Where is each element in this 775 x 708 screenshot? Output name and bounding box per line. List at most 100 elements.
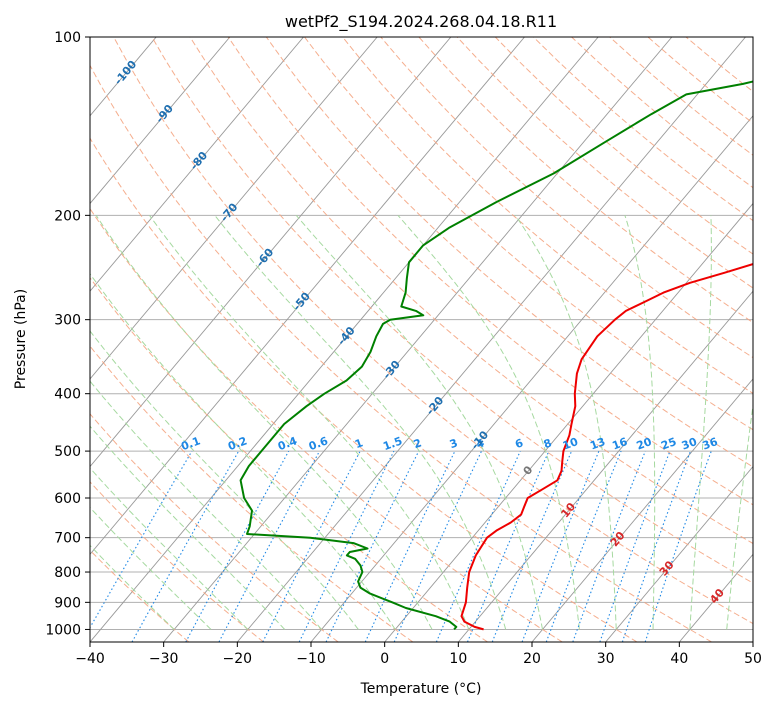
mixing-ratio-label: 6 (513, 436, 525, 451)
isopleth-labels: 0.1 0.2 0.4 0.6 1 1.5 2 3 4 6 8 10 13 16 20 25 30 36-100-… (112, 58, 727, 607)
mixing-ratio-line (599, 450, 671, 642)
mixing-ratio-label: 16 (610, 435, 629, 453)
dry-adiabat-line (90, 481, 264, 642)
x-tick-label: 50 (744, 651, 762, 667)
chart-title: wetPf2_S194.2024.268.04.18.R11 (285, 12, 557, 32)
moist-adiabat-line (214, 214, 507, 630)
mixing-ratio-label: 8 (542, 436, 554, 451)
mixing-ratio-lines (90, 450, 712, 642)
mixing-ratio-line (572, 450, 646, 642)
y-tick-label: 500 (54, 444, 81, 460)
mixing-ratio-label: 36 (701, 435, 720, 453)
mixing-ratio-line (521, 450, 600, 642)
y-tick-label: 400 (54, 387, 81, 403)
moist-adiabat-line (624, 215, 656, 630)
y-axis-label: Pressure (hPa) (13, 289, 29, 389)
moist-adiabat-line (295, 214, 543, 630)
mixing-ratio-label: 25 (659, 435, 678, 452)
mixing-ratio-label: 30 (680, 435, 699, 453)
isotherm-line (90, 37, 599, 642)
isotherm-line (531, 378, 753, 642)
isotherm-line (236, 37, 746, 642)
dry-adiabat-line (304, 37, 753, 431)
dry-adiabat-line (609, 37, 753, 156)
moist-adiabat-line (397, 214, 580, 630)
mixing-ratio-label: 0.2 (226, 434, 249, 453)
mixing-ratio-line (393, 450, 482, 642)
mixing-ratio-label: 1 (353, 436, 365, 451)
dry-adiabat-line (227, 37, 753, 506)
mixing-ratio-label: 2 (412, 436, 424, 451)
isotherm-lines (90, 37, 753, 642)
dry-adiabat-lines (90, 37, 753, 642)
isotherm-line (605, 465, 753, 642)
dry-adiabat-line (90, 345, 414, 642)
isotherm-line (310, 115, 753, 642)
dry-adiabat-line (90, 64, 712, 642)
moist-adiabat-line (726, 401, 753, 630)
x-tick-label: −30 (149, 651, 179, 667)
mixing-ratio-line (491, 450, 573, 642)
dry-adiabat-line (189, 37, 753, 545)
isotherm-line (90, 37, 304, 292)
pressure-gridlines (90, 37, 753, 630)
moist-adiabat-line (90, 380, 322, 630)
moist-adiabat-line (90, 272, 396, 630)
isotherm-line (384, 202, 753, 642)
x-tick-label: 10 (449, 651, 467, 667)
temperature-line (460, 263, 753, 631)
dry-adiabat-line (571, 37, 753, 189)
x-axis-ticks: −40 −30 −20 −10 0 10 20 30 40 50 (75, 642, 762, 667)
moist-adiabat-line (90, 467, 249, 630)
y-tick-label: 1000 (45, 622, 81, 638)
moist-adiabat-line (90, 506, 212, 630)
mixing-ratio-line (90, 450, 193, 629)
y-tick-label: 900 (54, 595, 81, 611)
y-tick-label: 600 (54, 491, 81, 507)
dry-adiabat-line (265, 37, 753, 468)
dry-adiabat-line (494, 37, 753, 255)
y-tick-label: 800 (54, 565, 81, 581)
dry-adiabat-line (90, 137, 638, 642)
y-tick-label: 700 (54, 531, 81, 547)
mixing-ratio-label: 0.6 (307, 434, 330, 453)
x-tick-label: −20 (223, 651, 253, 667)
moist-adiabat-line (689, 215, 712, 630)
mixing-ratio-line (644, 450, 712, 642)
moist-adiabat-line (514, 215, 617, 630)
dry-adiabat-line (90, 276, 488, 642)
dry-adiabat-line (151, 37, 753, 584)
moist-adiabat-line (90, 425, 286, 630)
y-tick-label: 300 (54, 313, 81, 329)
dry-adiabat-line (647, 37, 753, 124)
mixing-ratio-label: 3 (448, 436, 460, 451)
x-tick-label: −10 (296, 651, 326, 667)
sounding-series (239, 80, 753, 631)
mixing-ratio-line (435, 450, 521, 642)
dry-adiabat-line (113, 37, 753, 625)
dry-adiabat-line (418, 37, 753, 324)
dry-adiabat-line (456, 37, 753, 289)
mixing-ratio-line (298, 450, 395, 642)
isotherm-line (752, 641, 753, 642)
moist-adiabat-line (149, 215, 470, 630)
mixing-ratio-line (185, 450, 290, 642)
isotherm-line (90, 37, 452, 468)
plot-lines: 0.1 0.2 0.4 0.6 1 1.5 2 3 4 6 8 10 13 16 20 25 30 36-100-… (90, 37, 753, 642)
moist-adiabat-lines (90, 214, 753, 630)
mixing-ratio-label: 1.5 (381, 434, 404, 453)
x-tick-label: 0 (380, 651, 389, 667)
dry-adiabat-line (90, 207, 563, 642)
mixing-ratio-label: 10 (561, 435, 580, 453)
isotherm-line (163, 37, 673, 642)
isotherm-line (90, 37, 525, 556)
mixing-ratio-line (621, 450, 692, 642)
mixing-ratio-line (262, 450, 361, 642)
mixing-ratio-line (364, 450, 456, 642)
plot-frame (89, 36, 754, 643)
dewpoint-line (239, 80, 753, 631)
moist-adiabat-line (90, 544, 175, 630)
dry-adiabat-line (90, 413, 339, 642)
isotherm-line (90, 37, 231, 205)
